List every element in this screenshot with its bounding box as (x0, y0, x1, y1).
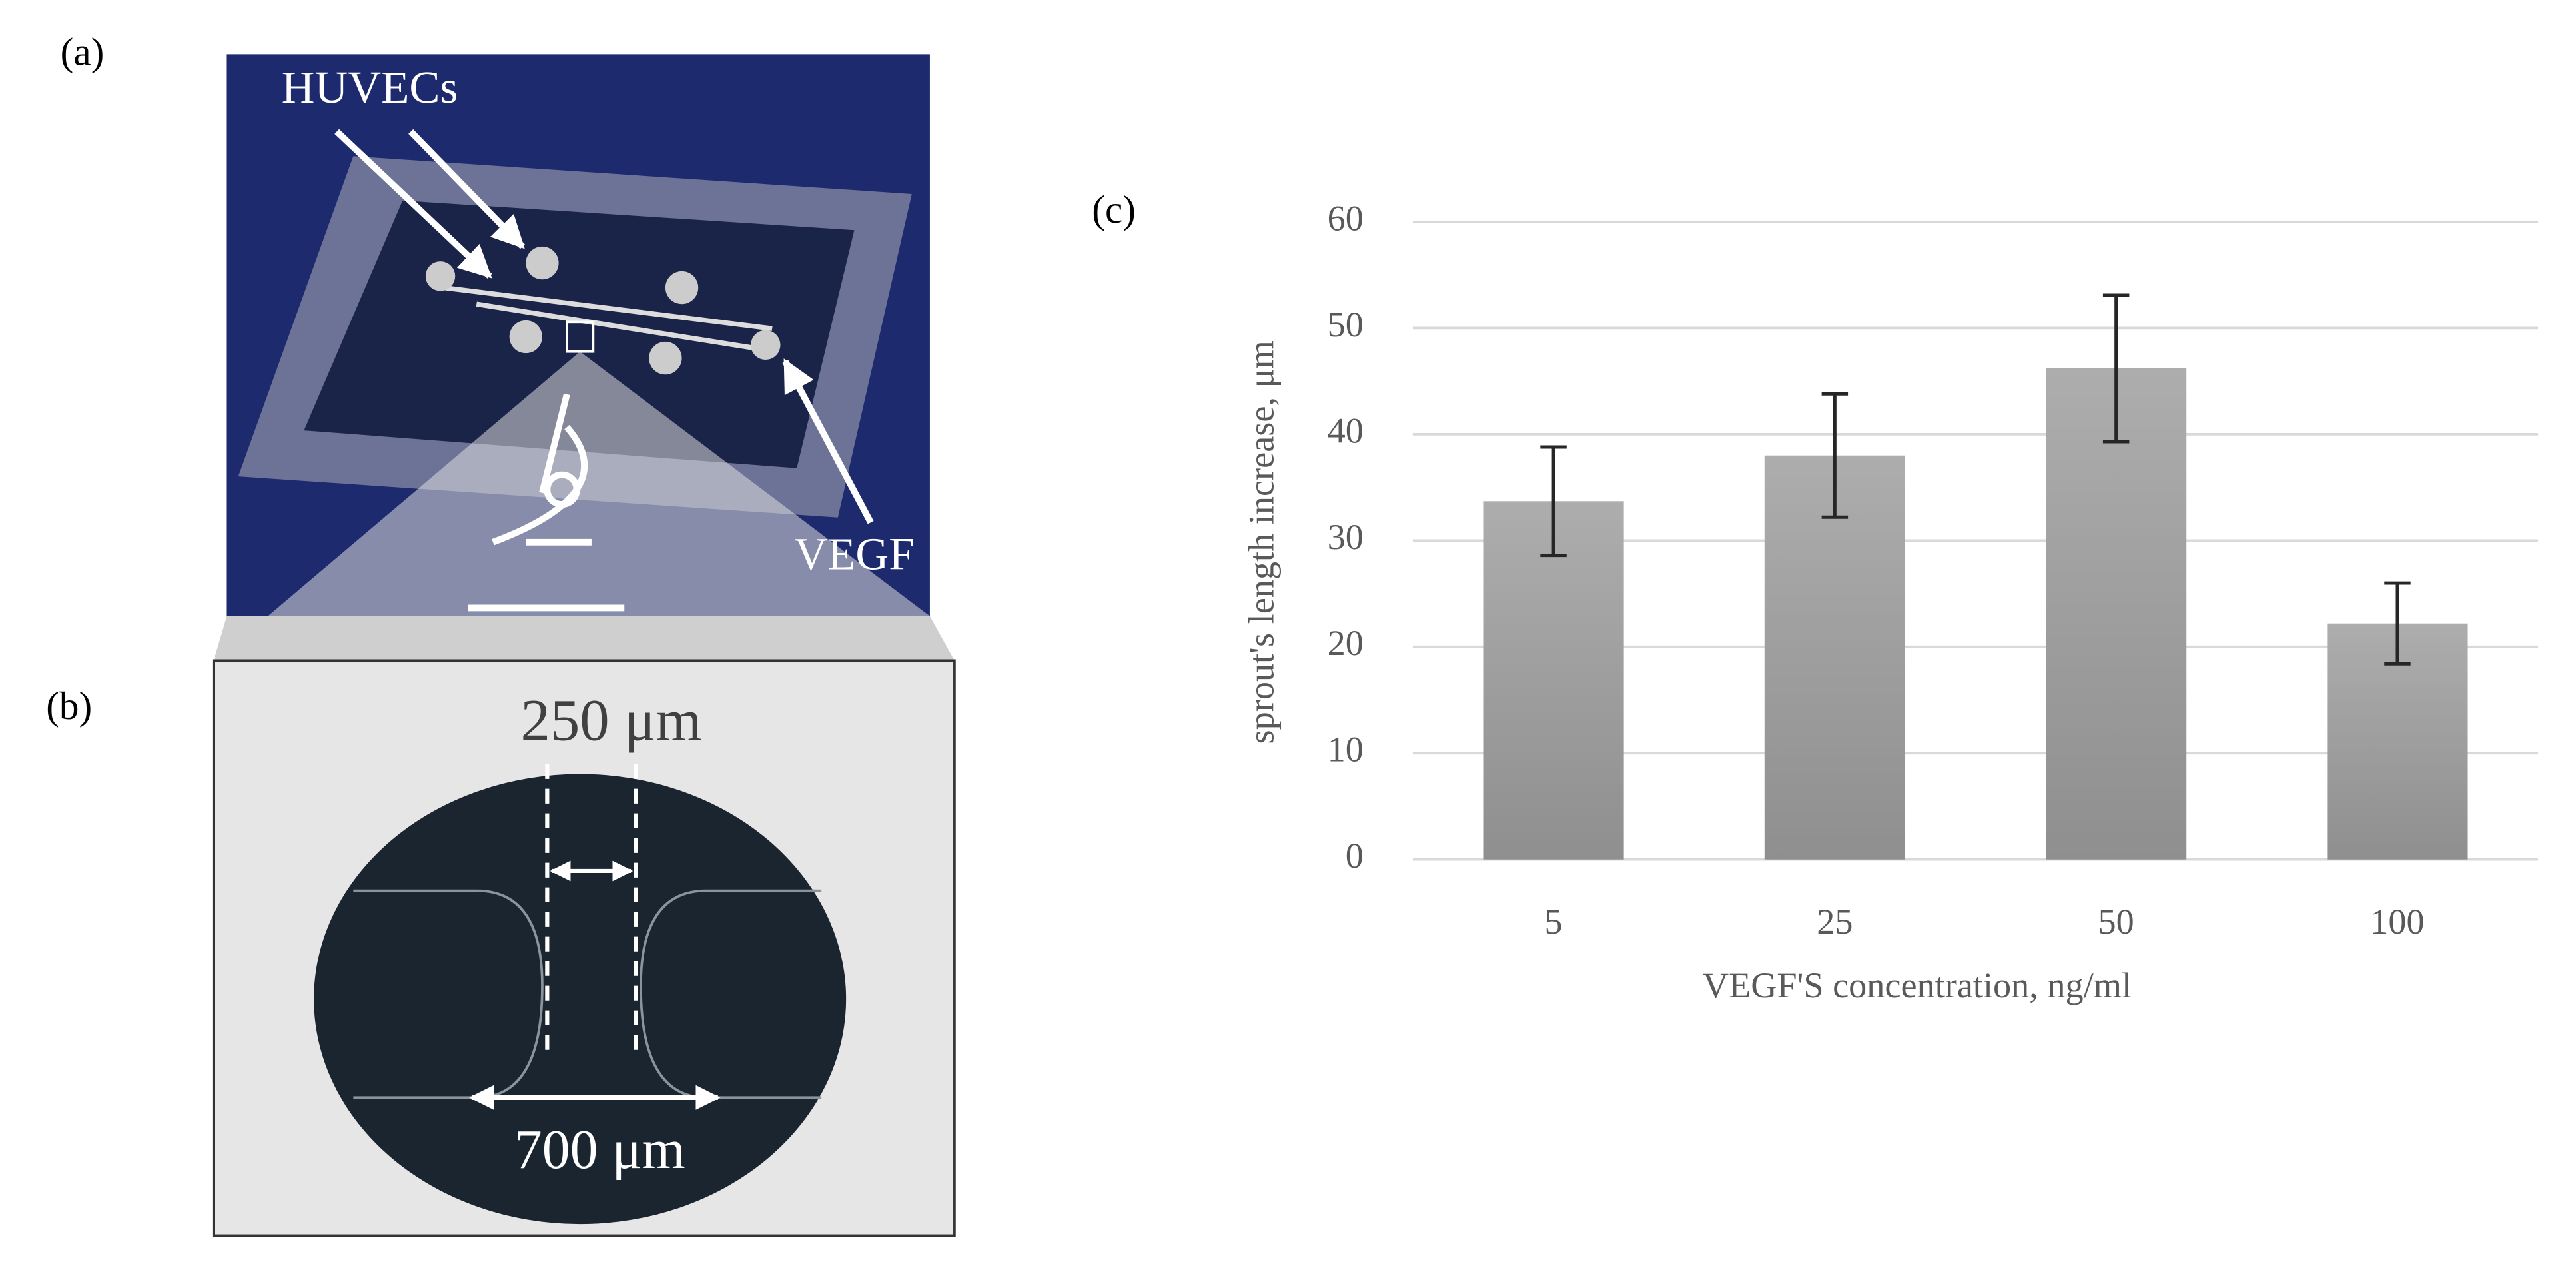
bar (1483, 501, 1624, 860)
panel-label: (c) (1092, 187, 1136, 231)
photo-annotation: HUVECs (282, 61, 458, 113)
y-tick-label: 30 (1328, 517, 1364, 557)
diagram: 250 μm 700 μm (212, 616, 956, 1237)
panel-label: (a) (61, 29, 105, 73)
chart: sprout's length increase, μm VEGF'S conc… (1241, 198, 2539, 1005)
x-tick-label: 5 (1545, 902, 1563, 942)
y-tick-label: 0 (1346, 836, 1364, 876)
y-axis-title: sprout's length increase, μm (1241, 340, 1281, 744)
y-tick-label: 20 (1328, 623, 1364, 663)
y-tick-label: 60 (1328, 198, 1364, 238)
y-tick-label: 40 (1328, 410, 1364, 450)
y-tick-label: 10 (1328, 730, 1364, 770)
x-tick-label: 50 (2098, 902, 2134, 942)
error-bar (1821, 392, 1849, 519)
x-tick-label: 25 (1817, 902, 1853, 942)
photo-annotation: VEGF (794, 528, 914, 579)
y-tick-label: 50 (1328, 305, 1364, 344)
bar (2046, 368, 2187, 860)
error-bar (2384, 581, 2411, 666)
photo: HUVECs VEGF (226, 54, 930, 616)
x-tick-label: 100 (2370, 902, 2424, 942)
error-bar (2102, 293, 2130, 444)
x-axis-title: VEGF'S concentration, ng/ml (1703, 965, 2132, 1005)
dimension-label: 250 μm (521, 688, 702, 753)
bar (1764, 455, 1905, 860)
dimension-label: 700 μm (514, 1119, 685, 1181)
panel-label: (b) (46, 684, 92, 728)
error-bar (1540, 445, 1567, 558)
